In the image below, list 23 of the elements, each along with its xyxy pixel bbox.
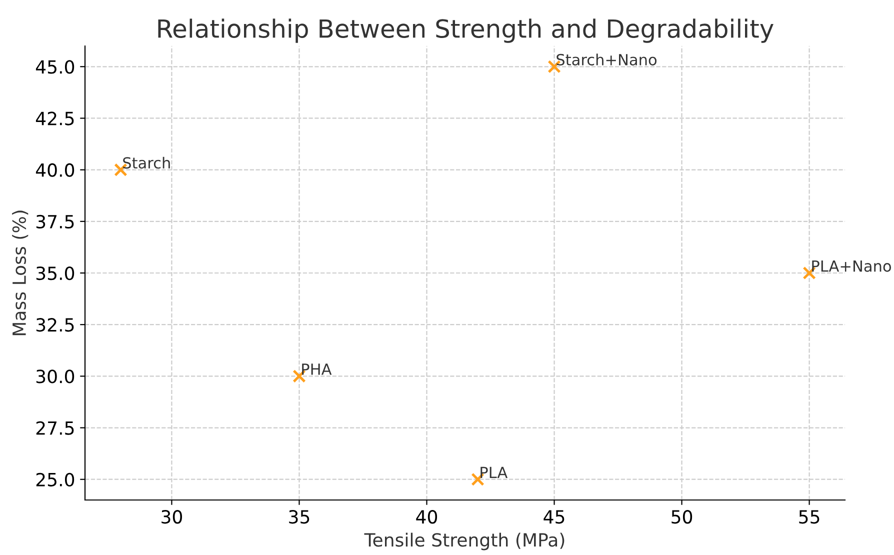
x-axis-title: Tensile Strength (MPa)	[364, 532, 564, 550]
y-tick-label: 25.0	[36, 472, 74, 486]
annotation: PHA	[302, 364, 332, 375]
x-tick-label: 45	[544, 510, 564, 524]
x-tick-label: 50	[672, 510, 692, 524]
annotation: PLA+Nano	[812, 260, 891, 272]
chart-title: Relationship Between Strength and Degradability	[158, 18, 774, 43]
y-tick-label: 42.5	[36, 112, 74, 126]
x-tick-label: 40	[416, 510, 438, 524]
y-axis-title: Mass Loss (%)	[12, 210, 28, 336]
x-tick-label: 55	[799, 510, 820, 524]
y-tick-label: 30.0	[36, 370, 74, 384]
y-tick-label: 45.0	[36, 60, 74, 74]
y-tick-label: 37.5	[36, 214, 74, 229]
y-tick-label: 27.5	[36, 421, 74, 435]
y-tick-label: 35.0	[36, 266, 74, 280]
x-tick-label: 30	[162, 510, 182, 524]
annotation: PLA	[480, 466, 508, 478]
x-tick-label: 35	[289, 510, 310, 524]
y-tick-label: 32.5	[36, 318, 74, 332]
annotation: Starch	[123, 156, 170, 169]
annotation: Starch+Nano	[556, 54, 657, 66]
y-tick-label: 40.0	[36, 163, 74, 177]
